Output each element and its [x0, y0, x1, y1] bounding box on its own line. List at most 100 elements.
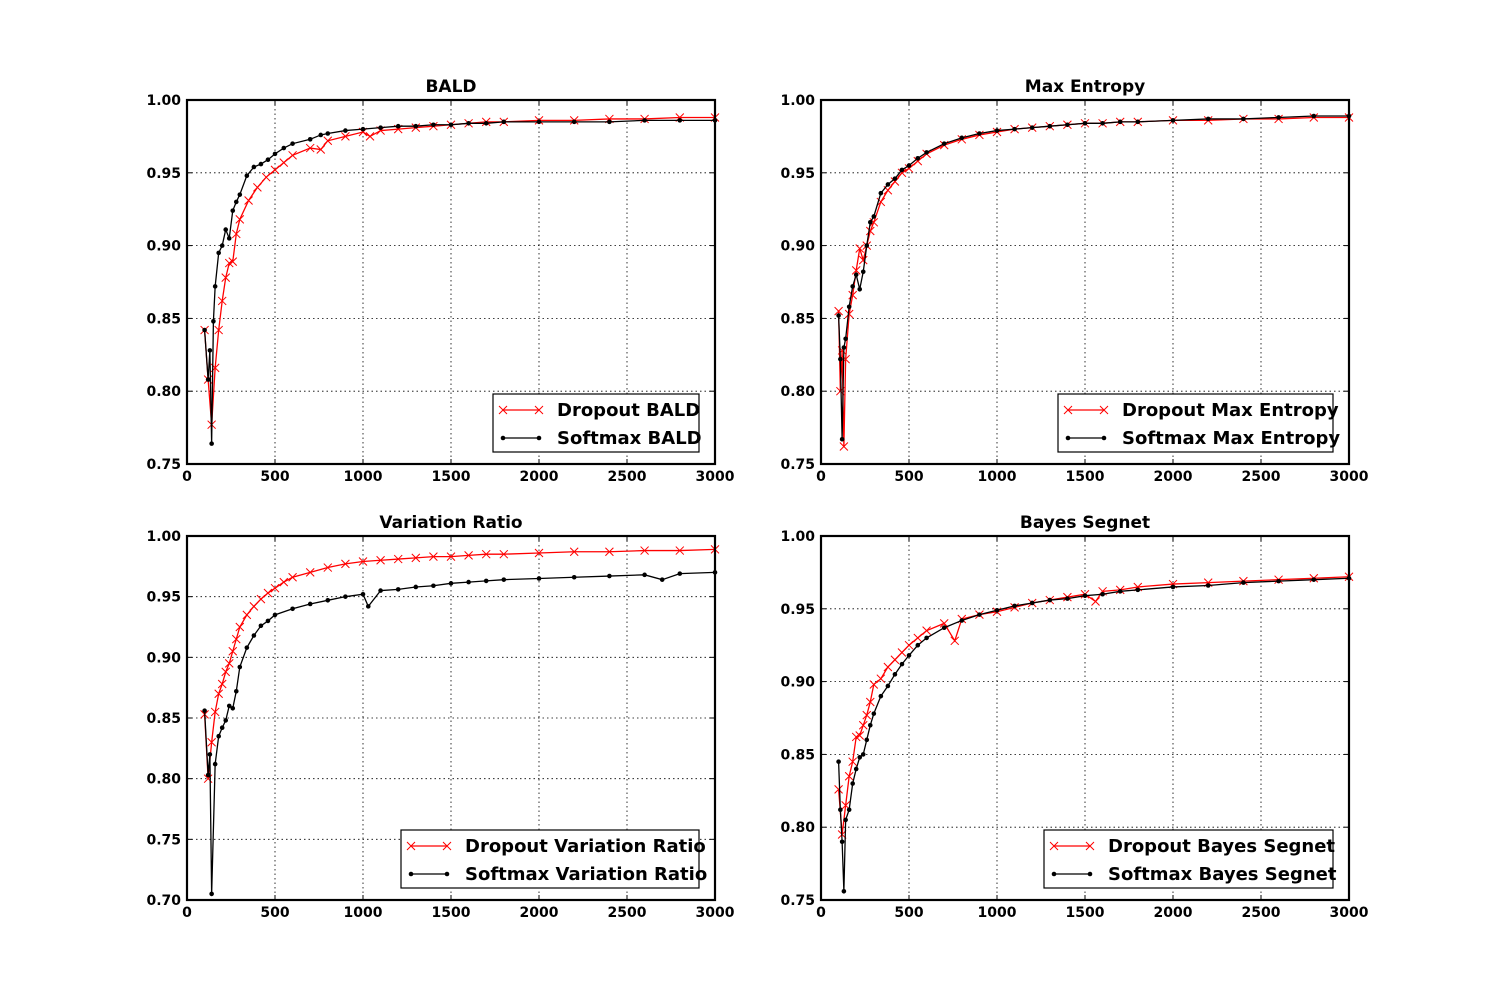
- series-2: [836, 575, 1352, 894]
- data-point: [857, 755, 863, 760]
- x-tick-label: 0: [182, 469, 192, 485]
- chart-title: Max Entropy: [1025, 77, 1145, 97]
- data-point: [836, 313, 841, 318]
- data-point: [223, 227, 229, 232]
- data-point: [994, 128, 1000, 133]
- legend: Dropout Max Entropy Softmax Max Entropy: [1057, 393, 1340, 453]
- data-point: [393, 554, 403, 564]
- data-point: [242, 610, 252, 620]
- legend-entry-1: Dropout Bayes Segnet: [1049, 836, 1335, 857]
- legend-marker: [408, 871, 414, 877]
- data-point: [205, 377, 211, 382]
- x-tick-label: 500: [260, 905, 289, 921]
- data-point: [207, 348, 213, 353]
- data-point: [219, 725, 225, 731]
- x-tick-label: 1000: [344, 469, 383, 485]
- data-point: [1311, 113, 1317, 119]
- data-point: [950, 636, 960, 646]
- data-point: [897, 648, 907, 657]
- data-point: [483, 120, 489, 126]
- data-point: [839, 442, 849, 451]
- y-tick-label: 0.90: [780, 675, 815, 691]
- data-point: [890, 655, 900, 665]
- data-point: [279, 577, 289, 587]
- data-point: [343, 594, 348, 599]
- data-point: [237, 664, 243, 670]
- data-point: [448, 122, 454, 128]
- y-tick-label: 0.95: [146, 590, 181, 606]
- data-point: [253, 183, 262, 192]
- data-point: [214, 325, 224, 335]
- data-point: [281, 145, 287, 151]
- legend-marker: [1051, 871, 1057, 877]
- data-point: [869, 680, 879, 689]
- data-point: [885, 182, 891, 187]
- data-point: [871, 214, 877, 219]
- data-point: [883, 662, 893, 672]
- data-point: [906, 163, 912, 168]
- data-point: [1065, 596, 1070, 601]
- data-point: [675, 546, 685, 555]
- data-point: [235, 215, 245, 224]
- data-point: [977, 131, 982, 136]
- data-point: [959, 135, 965, 141]
- y-tick-label: 1.00: [146, 93, 181, 109]
- data-point: [1100, 120, 1105, 126]
- data-point: [325, 598, 331, 603]
- data-point: [892, 176, 898, 181]
- data-point: [1117, 589, 1123, 594]
- data-point: [1170, 118, 1176, 123]
- data-point: [1029, 125, 1035, 130]
- data-point: [536, 576, 542, 581]
- legend-marker: [444, 871, 450, 877]
- data-point: [251, 164, 257, 170]
- data-point: [858, 255, 868, 265]
- series-line: [837, 576, 1350, 835]
- data-point: [846, 304, 852, 310]
- data-point: [261, 172, 271, 182]
- series-line: [203, 548, 716, 779]
- data-point: [265, 618, 271, 624]
- x-tick-label: 3000: [1330, 469, 1369, 485]
- data-point: [265, 157, 271, 162]
- data-point: [256, 594, 266, 604]
- data-point: [365, 132, 375, 141]
- data-point: [850, 284, 855, 289]
- data-point: [279, 158, 289, 167]
- x-tick-label: 0: [816, 469, 826, 485]
- data-point: [251, 633, 257, 638]
- series-line: [203, 116, 715, 425]
- y-tick-label: 1.00: [780, 93, 815, 109]
- data-point: [844, 309, 854, 319]
- data-point: [210, 707, 220, 717]
- series-2: [202, 118, 718, 446]
- data-point: [677, 571, 683, 576]
- data-point: [1135, 587, 1141, 593]
- data-point: [316, 145, 326, 154]
- data-point: [885, 683, 891, 689]
- x-tick-label: 3000: [696, 905, 735, 921]
- data-point: [244, 173, 250, 179]
- x-tick-label: 2000: [520, 469, 559, 485]
- data-point: [839, 436, 845, 442]
- chart-title: BALD: [425, 77, 476, 97]
- legend-box: [1057, 393, 1334, 453]
- data-point: [890, 177, 900, 186]
- legend-label: Dropout Bayes Segnet: [1108, 836, 1335, 857]
- data-point: [977, 612, 982, 617]
- data-point: [838, 807, 843, 813]
- data-point: [307, 137, 313, 142]
- y-tick-label: 0.95: [780, 602, 815, 618]
- chart-panel-1: 0 500 1000 1500 2000 2500 3000 0.75 0.80 0.85 0.90…: [146, 77, 734, 485]
- data-point: [270, 583, 280, 593]
- legend-marker: [500, 435, 506, 441]
- data-point: [365, 604, 371, 609]
- data-point: [855, 731, 865, 740]
- data-point: [853, 766, 859, 772]
- y-tick-label: 0.80: [780, 820, 815, 836]
- legend-label: Softmax Variation Ratio: [465, 864, 707, 885]
- data-point: [263, 588, 273, 598]
- y-tick-label: 0.85: [146, 711, 181, 727]
- x-tick-label: 3000: [1330, 905, 1369, 921]
